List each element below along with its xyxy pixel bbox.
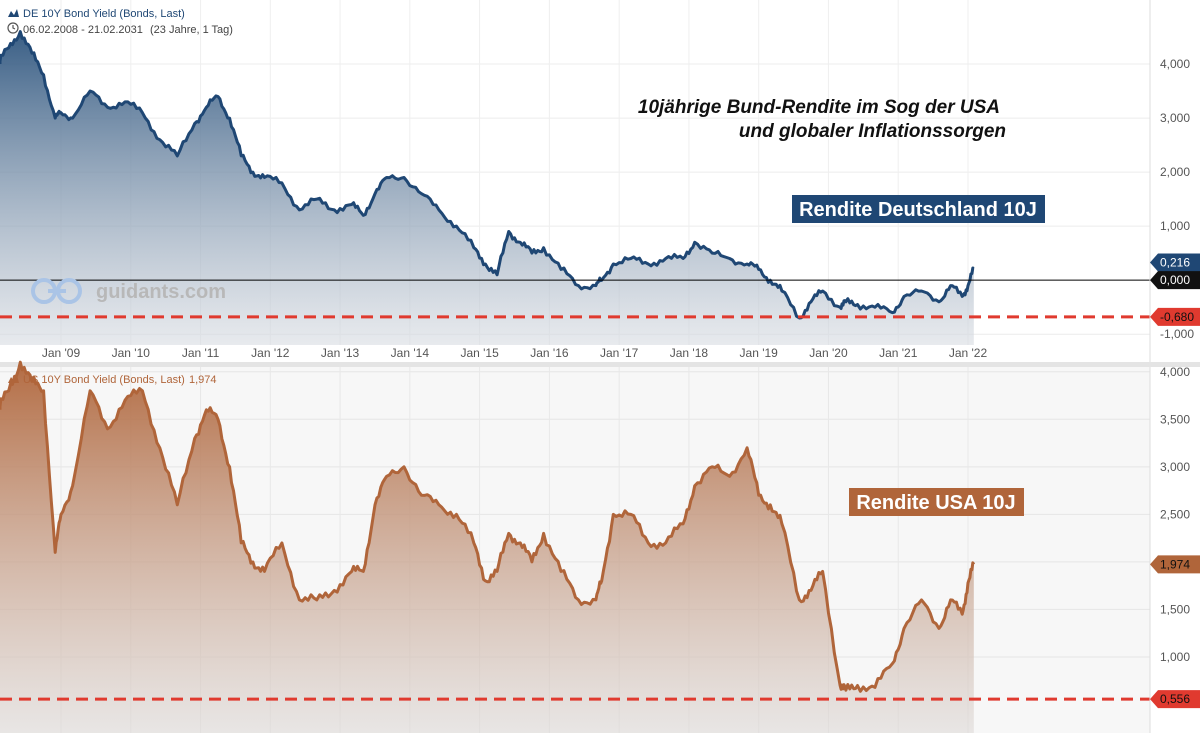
us-legend: US 10Y Bond Yield (Bonds, Last) 1,974: [8, 374, 217, 386]
guidants-logo: guidants.com: [31, 278, 226, 304]
de-zero-badge: 0,000: [1150, 271, 1200, 290]
de-zero-value: 0,000: [1160, 273, 1190, 287]
panel-divider[interactable]: [0, 362, 1200, 367]
x-tick-label: Jan '17: [600, 346, 639, 360]
mountain-chart-icon: [8, 9, 19, 17]
y-tick-label: 3,500: [1160, 412, 1190, 426]
watermark: guidants.com: [96, 281, 226, 303]
us-yield-line: [0, 360, 976, 693]
de-annotation-box: [792, 195, 1045, 223]
y-tick-label: 1,500: [1160, 602, 1190, 616]
de-support-badge: -0,680: [1150, 307, 1200, 326]
x-tick-label: Jan '19: [740, 346, 779, 360]
de-annotation-label: Rendite Deutschland 10J: [799, 199, 1037, 221]
headline-line2: und globaler Inflationssorgen: [739, 121, 1006, 142]
de-support-value: -0,680: [1160, 310, 1194, 324]
y-tick-label: 4,000: [1160, 57, 1190, 71]
us-annotation-label: Rendite USA 10J: [856, 492, 1015, 514]
logo-bar-icon: [48, 289, 66, 293]
de-legend-label: DE 10Y Bond Yield (Bonds, Last): [23, 8, 185, 20]
date-duration: (23 Jahre, 1 Tag): [150, 24, 233, 36]
us-support-value: 0,556: [1160, 692, 1190, 706]
date-range: 06.02.2008 - 21.02.2031: [23, 24, 143, 36]
us-last-value-badge: 1,974: [1150, 555, 1200, 574]
x-tick-label: Jan '13: [321, 346, 360, 360]
clock-icon: [7, 22, 19, 34]
x-tick-label: Jan '14: [391, 346, 430, 360]
de-panel: 4,000 3,000 2,000 1,000 -1,000 Jan '09 Jan '1…: [0, 0, 1200, 362]
y-tick-label: 1,000: [1160, 650, 1190, 664]
x-tick-label: Jan '12: [251, 346, 290, 360]
clock-hands-icon: [12, 25, 16, 30]
de-last-value: 0,216: [1160, 255, 1190, 269]
us-support-badge: 0,556: [1150, 690, 1200, 709]
x-tick-label: Jan '20: [809, 346, 848, 360]
y-tick-label: 4,000: [1160, 365, 1190, 379]
y-tick-label: 3,000: [1160, 111, 1190, 125]
y-tick-label: -1,000: [1160, 327, 1194, 341]
de-yield-line: [0, 30, 975, 320]
de-last-value-badge: 0,216: [1150, 253, 1200, 272]
x-tick-label: Jan '21: [879, 346, 918, 360]
us-yield-area: [0, 362, 974, 733]
y-tick-label: 2,000: [1160, 165, 1190, 179]
x-axis: Jan '09 Jan '10 Jan '11 Jan '12 Jan '13 Jan '…: [42, 346, 988, 360]
x-tick-label: Jan '09: [42, 346, 81, 360]
x-tick-label: Jan '22: [949, 346, 988, 360]
us-legend-label: US 10Y Bond Yield (Bonds, Last): [23, 374, 185, 386]
x-tick-label: Jan '10: [112, 346, 151, 360]
y-tick-label: 3,000: [1160, 460, 1190, 474]
mountain-chart-icon: [8, 375, 19, 383]
de-y-axis: 4,000 3,000 2,000 1,000 -1,000: [1160, 57, 1194, 341]
us-last-value: 1,974: [1160, 557, 1190, 571]
x-tick-label: Jan '11: [182, 346, 220, 360]
x-tick-label: Jan '16: [530, 346, 569, 360]
headline-line1: 10jährige Bund-Rendite im Sog der USA: [638, 97, 1000, 118]
y-tick-label: 1,000: [1160, 219, 1190, 233]
de-legend: DE 10Y Bond Yield (Bonds, Last) 06.02.20…: [7, 8, 233, 36]
us-legend-value: 1,974: [189, 374, 217, 386]
x-tick-label: Jan '18: [670, 346, 709, 360]
y-tick-label: 2,500: [1160, 507, 1190, 521]
us-annotation-box: [849, 488, 1024, 516]
x-tick-label: Jan '15: [460, 346, 499, 360]
de-yield-area: [0, 31, 974, 345]
